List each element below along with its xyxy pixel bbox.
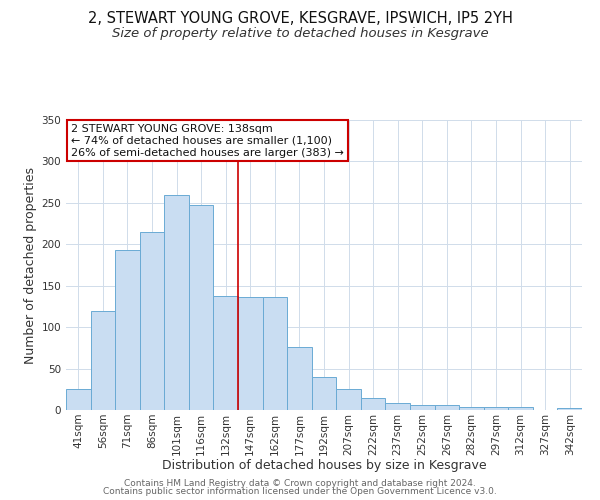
Text: Contains public sector information licensed under the Open Government Licence v3: Contains public sector information licen…: [103, 487, 497, 496]
Y-axis label: Number of detached properties: Number of detached properties: [24, 166, 37, 364]
Bar: [287, 347, 312, 410]
Bar: [434, 405, 459, 410]
Bar: [508, 406, 533, 410]
Bar: [385, 404, 410, 410]
Bar: [459, 406, 484, 410]
Bar: [115, 250, 140, 410]
Bar: [336, 390, 361, 410]
Bar: [263, 298, 287, 410]
Bar: [91, 310, 115, 410]
Bar: [484, 406, 508, 410]
Bar: [214, 296, 238, 410]
Text: 2 STEWART YOUNG GROVE: 138sqm
← 74% of detached houses are smaller (1,100)
26% o: 2 STEWART YOUNG GROVE: 138sqm ← 74% of d…: [71, 124, 344, 158]
X-axis label: Distribution of detached houses by size in Kesgrave: Distribution of detached houses by size …: [161, 459, 487, 472]
Text: 2, STEWART YOUNG GROVE, KESGRAVE, IPSWICH, IP5 2YH: 2, STEWART YOUNG GROVE, KESGRAVE, IPSWIC…: [88, 11, 512, 26]
Bar: [238, 298, 263, 410]
Bar: [164, 194, 189, 410]
Bar: [66, 390, 91, 410]
Bar: [557, 408, 582, 410]
Bar: [140, 232, 164, 410]
Text: Size of property relative to detached houses in Kesgrave: Size of property relative to detached ho…: [112, 28, 488, 40]
Bar: [410, 405, 434, 410]
Bar: [312, 377, 336, 410]
Bar: [361, 398, 385, 410]
Text: Contains HM Land Registry data © Crown copyright and database right 2024.: Contains HM Land Registry data © Crown c…: [124, 478, 476, 488]
Bar: [189, 206, 214, 410]
